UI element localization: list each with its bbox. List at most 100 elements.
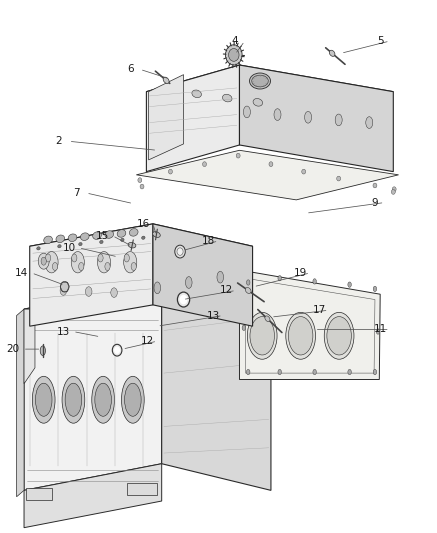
Ellipse shape <box>35 383 52 416</box>
Ellipse shape <box>60 281 69 292</box>
Ellipse shape <box>41 257 46 265</box>
Ellipse shape <box>175 245 185 258</box>
Ellipse shape <box>97 252 111 273</box>
Polygon shape <box>26 488 52 500</box>
Polygon shape <box>162 282 271 490</box>
Ellipse shape <box>373 286 377 292</box>
Ellipse shape <box>129 229 138 236</box>
Polygon shape <box>24 464 162 528</box>
Ellipse shape <box>37 247 40 250</box>
Ellipse shape <box>56 235 65 243</box>
Ellipse shape <box>92 290 107 304</box>
Ellipse shape <box>376 329 380 334</box>
Ellipse shape <box>288 317 313 355</box>
Polygon shape <box>149 75 184 160</box>
Polygon shape <box>239 65 393 172</box>
Text: 9: 9 <box>371 198 378 207</box>
Text: 17: 17 <box>312 305 326 315</box>
Ellipse shape <box>185 277 192 288</box>
Ellipse shape <box>140 184 144 189</box>
Ellipse shape <box>60 286 66 295</box>
Ellipse shape <box>180 295 187 304</box>
Ellipse shape <box>373 183 377 188</box>
Ellipse shape <box>153 232 160 237</box>
Ellipse shape <box>80 233 89 240</box>
Polygon shape <box>146 65 393 118</box>
Ellipse shape <box>269 162 273 167</box>
Ellipse shape <box>335 114 342 126</box>
Ellipse shape <box>329 50 335 56</box>
Ellipse shape <box>125 383 141 416</box>
Text: 15: 15 <box>96 231 109 240</box>
Ellipse shape <box>161 86 171 93</box>
Ellipse shape <box>79 263 84 271</box>
Ellipse shape <box>62 376 85 423</box>
Text: 20: 20 <box>7 344 20 354</box>
Ellipse shape <box>278 276 281 281</box>
Ellipse shape <box>58 245 61 248</box>
Text: 18: 18 <box>202 236 215 246</box>
Text: 12: 12 <box>141 336 154 346</box>
Ellipse shape <box>246 280 250 285</box>
Text: 13: 13 <box>207 311 220 320</box>
Ellipse shape <box>305 111 312 123</box>
Ellipse shape <box>52 263 58 271</box>
Polygon shape <box>30 224 253 269</box>
Ellipse shape <box>65 293 80 307</box>
Ellipse shape <box>85 303 90 307</box>
Ellipse shape <box>40 346 45 356</box>
Ellipse shape <box>278 369 281 375</box>
Polygon shape <box>136 150 399 200</box>
Ellipse shape <box>327 317 351 355</box>
Ellipse shape <box>138 178 142 182</box>
Text: 5: 5 <box>377 36 384 46</box>
Ellipse shape <box>392 187 396 191</box>
Ellipse shape <box>142 236 145 239</box>
Polygon shape <box>17 309 24 497</box>
Ellipse shape <box>274 109 281 120</box>
Ellipse shape <box>68 234 77 241</box>
Ellipse shape <box>71 252 84 273</box>
Ellipse shape <box>45 254 51 262</box>
Ellipse shape <box>253 99 263 106</box>
Ellipse shape <box>124 254 129 262</box>
Ellipse shape <box>373 369 377 375</box>
Text: 13: 13 <box>57 327 70 336</box>
Ellipse shape <box>169 169 172 174</box>
Polygon shape <box>24 282 162 490</box>
Ellipse shape <box>348 369 351 375</box>
Ellipse shape <box>92 376 114 423</box>
Ellipse shape <box>32 376 55 423</box>
Ellipse shape <box>38 296 53 310</box>
Ellipse shape <box>348 282 351 287</box>
Polygon shape <box>24 282 271 336</box>
Ellipse shape <box>124 252 137 273</box>
Ellipse shape <box>38 253 49 269</box>
Ellipse shape <box>138 297 142 302</box>
Ellipse shape <box>286 312 316 359</box>
Ellipse shape <box>236 154 240 158</box>
Ellipse shape <box>100 240 103 244</box>
Ellipse shape <box>114 346 120 354</box>
Ellipse shape <box>243 106 250 118</box>
Text: 19: 19 <box>294 268 307 278</box>
Ellipse shape <box>79 243 82 246</box>
Ellipse shape <box>265 316 270 321</box>
Ellipse shape <box>229 49 239 61</box>
Ellipse shape <box>250 317 274 355</box>
Text: 12: 12 <box>220 286 233 295</box>
Text: 14: 14 <box>15 268 28 278</box>
Ellipse shape <box>117 230 126 237</box>
Ellipse shape <box>177 248 183 255</box>
Ellipse shape <box>105 263 110 271</box>
Ellipse shape <box>98 254 103 262</box>
Ellipse shape <box>119 288 134 301</box>
Text: 4: 4 <box>232 36 239 46</box>
Ellipse shape <box>114 284 139 305</box>
Ellipse shape <box>163 77 169 84</box>
Ellipse shape <box>217 271 223 283</box>
Ellipse shape <box>222 94 232 102</box>
Ellipse shape <box>95 383 111 416</box>
Ellipse shape <box>324 312 354 359</box>
Ellipse shape <box>111 288 117 297</box>
